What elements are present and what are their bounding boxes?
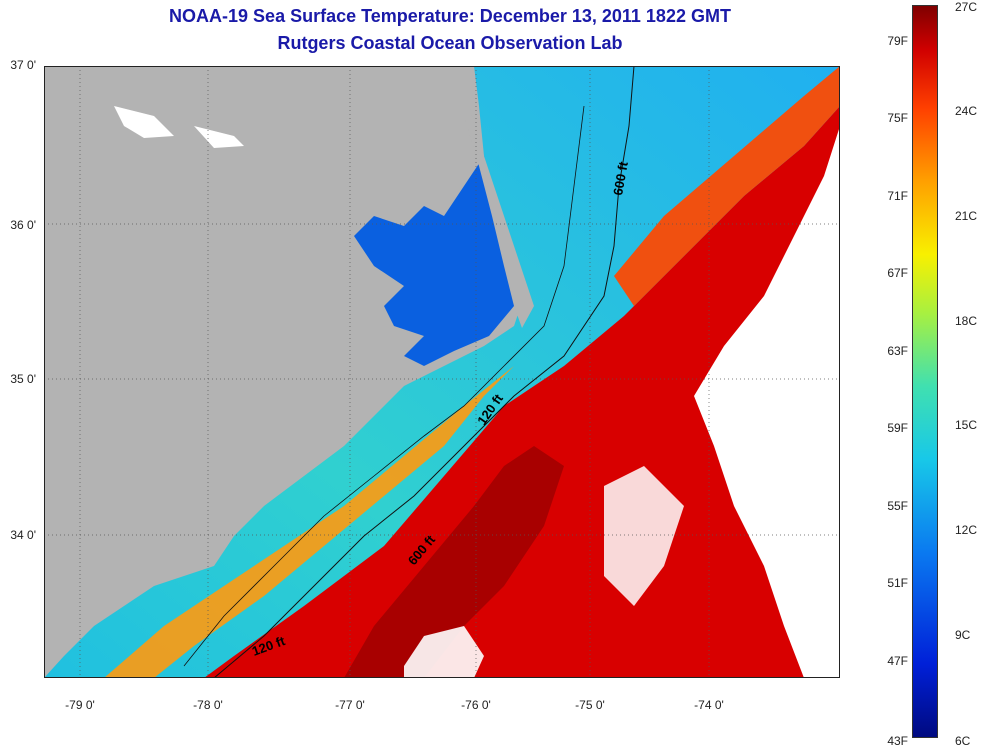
colorbar-c-label: 9C — [955, 628, 971, 642]
colorbar-f-label: 43F — [887, 734, 908, 748]
inland-lake — [194, 126, 244, 148]
colorbar-c-label: 21C — [955, 209, 978, 223]
lon-label-75: -75 0' — [575, 698, 605, 712]
warm-transition-band — [614, 66, 840, 306]
isobath-120ft — [183, 105, 585, 667]
colorbar-f-label: 59F — [887, 421, 908, 435]
land-mass — [44, 66, 524, 678]
lon-label-79: -79 0' — [65, 698, 95, 712]
colorbar-c-label: 24C — [955, 104, 978, 118]
lat-label-35: 35 0' — [10, 372, 36, 386]
lat-label-37: 37 0' — [10, 58, 36, 72]
colorbar-f-label: 67F — [887, 266, 908, 280]
isobath-label-600ft-north: 600 ft — [610, 160, 631, 197]
colorbar-f-label: 71F — [887, 189, 908, 203]
lon-label-78: -78 0' — [193, 698, 223, 712]
lat-label-36: 36 0' — [10, 218, 36, 232]
cloud-mask-south — [404, 626, 484, 678]
colorbar-c-label: 27C — [955, 0, 978, 14]
colorbar-f-label: 51F — [887, 576, 908, 590]
colorbar-f-label: 79F — [887, 34, 908, 48]
map-title: NOAA-19 Sea Surface Temperature: Decembe… — [169, 6, 731, 26]
graticule — [44, 66, 840, 678]
map-subtitle: Rutgers Coastal Ocean Observation Lab — [277, 33, 623, 53]
temperature-colorbar — [912, 5, 938, 738]
colorbar-f-label: 47F — [887, 654, 908, 668]
map-frame — [44, 66, 840, 678]
pamlico-sound — [354, 156, 514, 366]
hot-core — [344, 446, 564, 678]
lon-label-76: -76 0' — [461, 698, 491, 712]
colorbar-f-label: 63F — [887, 344, 908, 358]
isobath-600ft — [213, 66, 635, 678]
colorbar-c-label: 12C — [955, 523, 978, 537]
outer-banks — [464, 106, 534, 328]
cloud-mask-center — [604, 466, 684, 606]
sst-map: 600 ft 120 ft 600 ft 120 ft — [44, 66, 840, 678]
inland-lake — [114, 106, 174, 138]
cloud-mask-east — [694, 126, 840, 678]
colorbar-c-label: 18C — [955, 314, 978, 328]
colorbar-c-label: 15C — [955, 418, 978, 432]
colorbar-c-label: 6C — [955, 734, 971, 748]
lon-label-77: -77 0' — [335, 698, 365, 712]
sst-map-image: 600 ft 120 ft 600 ft 120 ft — [44, 66, 840, 678]
shelf-front — [104, 366, 514, 678]
colorbar-f-label: 55F — [887, 499, 908, 513]
lon-label-74: -74 0' — [694, 698, 724, 712]
colorbar-f-label: 75F — [887, 111, 908, 125]
lat-label-34: 34 0' — [10, 528, 36, 542]
